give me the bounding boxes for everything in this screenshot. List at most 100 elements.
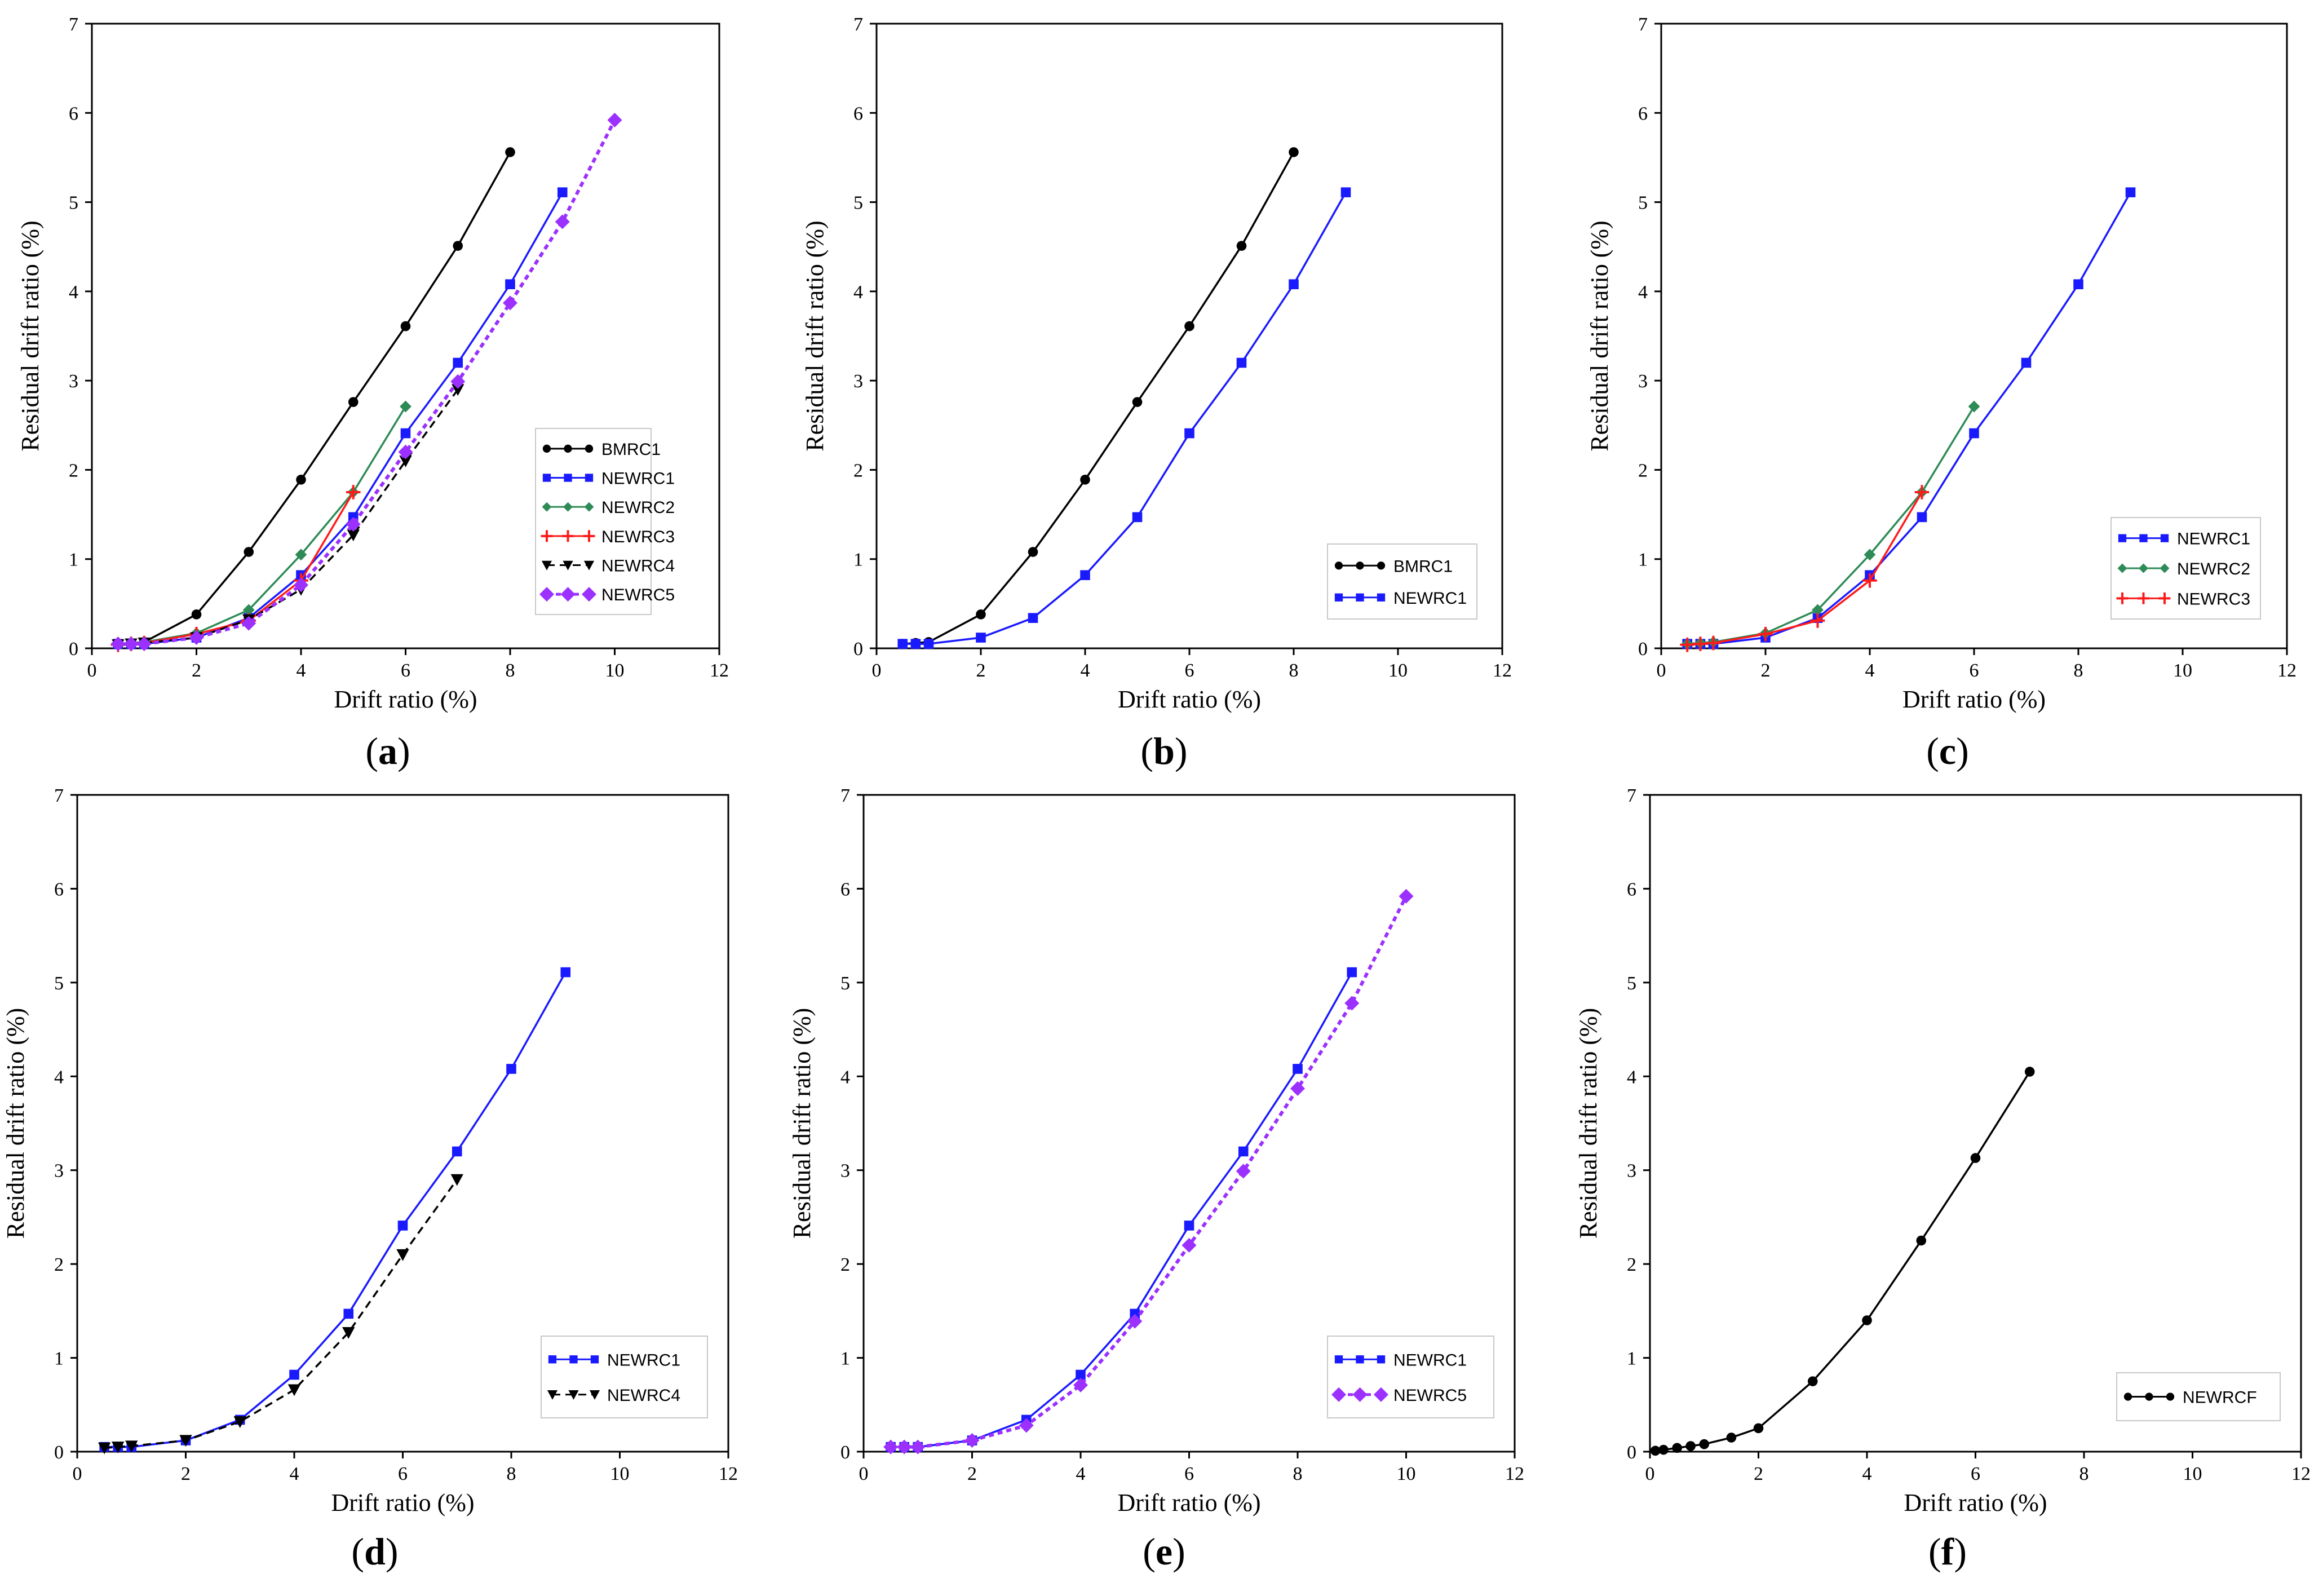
legend-marker: [542, 444, 551, 453]
x-tick-label: 0: [1657, 660, 1666, 681]
y-tick-label: 6: [1627, 879, 1636, 900]
series-newrcf: [1650, 1067, 2035, 1456]
x-tick-label: 12: [2277, 660, 2297, 681]
x-tick-label: 8: [1293, 1464, 1303, 1484]
data-point-bmrc1: [976, 609, 986, 620]
y-tick-label: 4: [1638, 282, 1648, 303]
legend-marker: [563, 560, 573, 571]
x-tick-label: 12: [710, 660, 729, 681]
legend-label: NEWRC5: [1393, 1386, 1467, 1405]
data-point-newrc1: [1132, 512, 1143, 523]
legend-marker: [2158, 592, 2171, 604]
legend-marker: [590, 1355, 599, 1364]
data-point-bmrc1: [348, 397, 359, 407]
data-point-newrc1: [1969, 428, 1979, 439]
data-point-newrc3: [346, 485, 361, 499]
legend-marker: [2139, 534, 2148, 542]
data-point-newrc5: [123, 636, 139, 652]
legend: BMRC1 NEWRC1: [1327, 543, 1477, 620]
y-axis-title: Residual drift ratio (%): [1574, 1008, 1602, 1239]
data-point-newrc3: [1758, 626, 1773, 642]
legend: NEWRC1 NEWRC2 NEWRC3: [2110, 517, 2261, 620]
legend: NEWRCF: [2116, 1372, 2281, 1421]
data-point-newrc5: [1344, 996, 1360, 1011]
legend: NEWRC1 NEWRC4: [541, 1336, 708, 1418]
series-line-newrc1: [118, 192, 564, 645]
data-point-newrc1: [897, 639, 908, 649]
legend-label: NEWRC3: [2177, 590, 2250, 608]
y-tick-label: 4: [54, 1067, 64, 1087]
x-tick-label: 6: [398, 1464, 408, 1484]
legend-box: [541, 1336, 708, 1418]
legend-marker: [547, 1390, 558, 1400]
legend-marker: [584, 502, 594, 512]
legend-marker: [1377, 593, 1386, 602]
x-tick-label: 10: [605, 660, 625, 681]
y-tick-label: 5: [840, 973, 850, 994]
legend-label: NEWRCF: [2183, 1389, 2257, 1407]
y-tick-label: 6: [853, 103, 863, 124]
data-point-newrc5: [1073, 1377, 1088, 1392]
series-newrc3: [1680, 485, 1930, 652]
series-newrc5: [110, 112, 622, 652]
data-point-newrc1: [1917, 512, 1927, 523]
panel-label: (e): [1143, 1530, 1185, 1573]
series-newrc1: [897, 187, 1351, 649]
data-point-newrc1: [400, 428, 411, 439]
legend-label: NEWRC2: [2177, 560, 2250, 578]
data-point-newrcf: [1726, 1433, 1737, 1443]
data-point-newrc3: [1680, 637, 1695, 652]
data-point-newrc1: [452, 1146, 462, 1157]
x-axis-title: Drift ratio (%): [331, 1489, 474, 1517]
x-tick-label: 12: [1493, 660, 1512, 681]
y-tick-label: 6: [840, 879, 850, 900]
panel-label: (b): [1140, 730, 1187, 772]
legend-box: [535, 428, 652, 615]
y-tick-label: 3: [1638, 371, 1648, 392]
data-point-newrc1: [1347, 967, 1357, 978]
data-point-newrc1: [1238, 1146, 1249, 1157]
y-tick-label: 7: [1627, 785, 1636, 806]
legend-marker: [542, 502, 552, 512]
legend-marker: [1334, 593, 1343, 602]
x-tick-label: 8: [507, 1464, 516, 1484]
x-tick-label: 2: [192, 660, 201, 681]
series-newrc1: [113, 187, 568, 649]
data-point-newrc5: [1019, 1418, 1034, 1433]
legend-marker: [1377, 562, 1386, 570]
y-tick-label: 5: [853, 193, 863, 214]
x-axis-title: Drift ratio (%): [1117, 1489, 1260, 1517]
legend-marker: [2145, 1392, 2153, 1401]
x-tick-label: 0: [73, 1464, 82, 1484]
x-tick-label: 8: [2079, 1464, 2089, 1484]
y-tick-label: 5: [69, 193, 78, 214]
x-axis-title: Drift ratio (%): [1904, 1489, 2047, 1517]
panel-label: (a): [365, 730, 410, 772]
data-point-newrc1: [1028, 613, 1038, 623]
data-point-newrc5: [1399, 888, 1414, 904]
data-point-bmrc1: [505, 147, 515, 157]
data-point-newrc5: [346, 516, 361, 532]
legend-marker: [1377, 1355, 1386, 1364]
data-point-newrc4: [347, 529, 360, 542]
data-point-newrc1: [1080, 570, 1090, 581]
y-tick-label: 7: [840, 785, 850, 806]
data-point-bmrc1: [400, 321, 411, 331]
y-tick-label: 6: [54, 879, 64, 900]
legend-label: NEWRC1: [607, 1351, 680, 1369]
series-newrc1: [1682, 187, 2136, 649]
data-point-newrc1: [397, 1221, 408, 1231]
x-tick-label: 8: [506, 660, 515, 681]
data-point-newrcf: [1807, 1376, 1818, 1386]
x-tick-label: 10: [1388, 660, 1408, 681]
data-point-newrc1: [453, 357, 463, 368]
series-line-newrc5: [891, 895, 1408, 1449]
x-tick-label: 10: [2183, 1464, 2202, 1484]
data-point-newrc4: [450, 1174, 463, 1186]
y-tick-label: 0: [1627, 1442, 1636, 1463]
data-point-newrc5: [883, 1439, 899, 1454]
data-point-newrcf: [1753, 1423, 1764, 1434]
legend-marker: [2166, 1392, 2175, 1401]
legend-marker: [541, 560, 552, 571]
